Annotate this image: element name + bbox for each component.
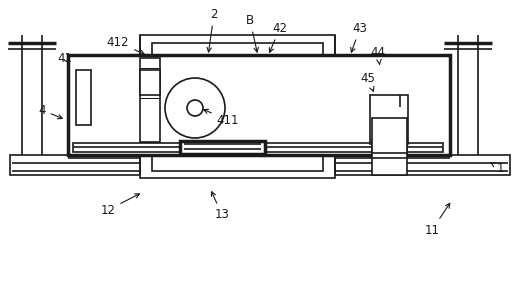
Bar [180,141,265,154]
Bar [372,140,407,175]
Bar [140,70,160,95]
Text: 411: 411 [204,109,239,127]
Circle shape [165,78,225,138]
Bar [152,43,323,171]
Text: B: B [246,13,258,52]
Bar [140,35,335,178]
Text: 13: 13 [212,192,229,221]
Text: 412: 412 [107,36,145,54]
Bar [370,95,408,144]
Text: 4: 4 [38,104,62,119]
Circle shape [187,100,203,116]
Text: 2: 2 [207,8,218,52]
Text: 1: 1 [491,162,504,175]
Text: 11: 11 [424,203,450,237]
Bar [68,55,450,155]
Text: 41: 41 [58,52,72,65]
Text: 43: 43 [351,22,368,52]
Bar [76,70,91,125]
Bar [73,143,443,152]
Bar [10,155,510,175]
Bar [140,58,160,142]
Text: 44: 44 [370,45,385,64]
Text: 12: 12 [100,194,139,217]
Bar [372,118,407,153]
Text: 42: 42 [269,22,288,52]
Text: 45: 45 [360,72,375,91]
